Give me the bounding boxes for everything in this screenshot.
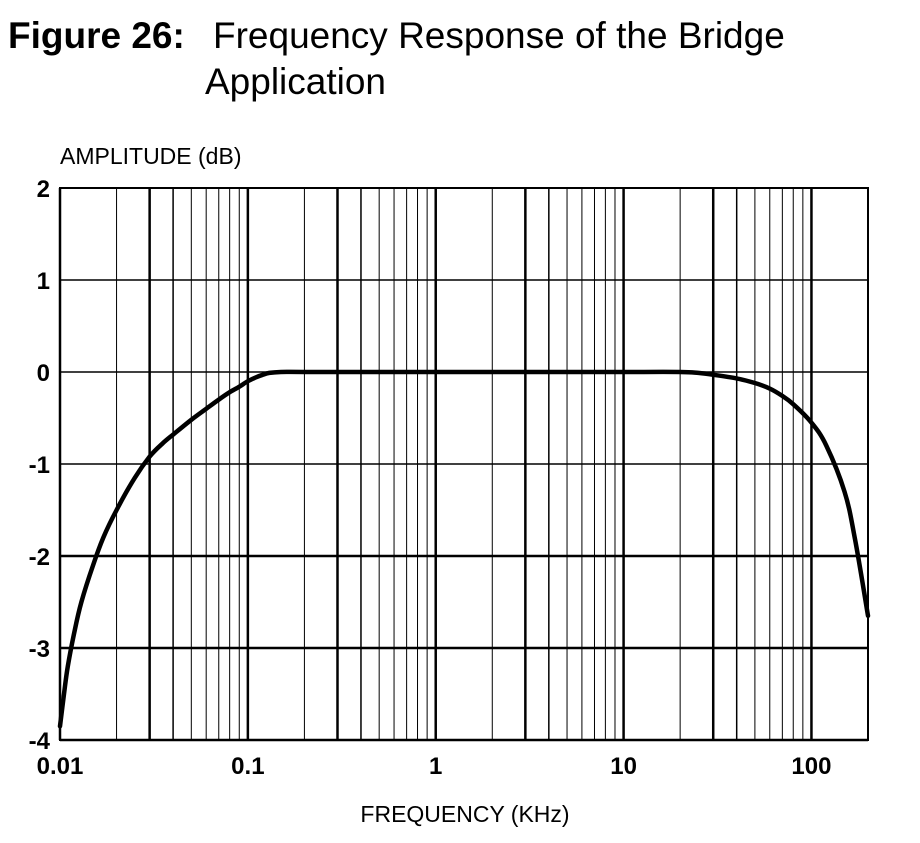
y-tick-labels: 2 1 0 -1 -2 -3 -4 (29, 176, 51, 755)
figure-title-line1: Frequency Response of the Bridge (213, 15, 785, 56)
x-tick-label-10: 10 (610, 753, 637, 780)
y-tick-label-neg4: -4 (29, 728, 51, 755)
x-tick-label-0-01: 0.01 (37, 753, 84, 780)
figure-caption: Figure 26: Frequency Response of the Bri… (8, 14, 908, 104)
x-tick-labels: 0.01 0.1 1 10 100 (37, 753, 832, 780)
plot-frame (59, 187, 869, 741)
y-tick-label-neg1: -1 (29, 452, 50, 479)
x-tick-label-1: 1 (429, 753, 442, 780)
figure-label: Figure 26: (8, 15, 185, 56)
y-tick-label-neg2: -2 (29, 544, 50, 571)
y-tick-label-2: 2 (37, 176, 50, 203)
y-axis-label: AMPLITUDE (dB) (60, 143, 241, 169)
y-tick-label-0: 0 (37, 360, 50, 387)
y-tick-label-neg3: -3 (29, 636, 50, 663)
grid-major (58, 187, 868, 742)
figure-title-line2: Application (205, 61, 387, 102)
x-tick-label-100: 100 (791, 753, 831, 780)
y-tick-label-1: 1 (37, 268, 50, 295)
response-curve (57, 369, 871, 729)
x-axis-label: FREQUENCY (KHz) (360, 801, 569, 827)
x-tick-label-0-1: 0.1 (231, 753, 264, 780)
